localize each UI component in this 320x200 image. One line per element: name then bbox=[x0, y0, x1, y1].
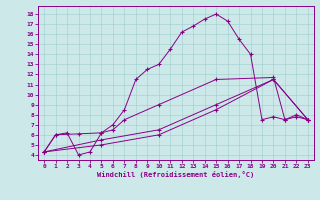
X-axis label: Windchill (Refroidissement éolien,°C): Windchill (Refroidissement éolien,°C) bbox=[97, 171, 255, 178]
